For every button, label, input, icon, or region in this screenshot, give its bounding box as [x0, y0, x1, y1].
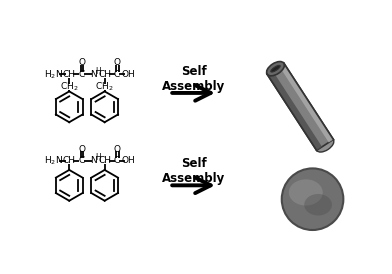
- Text: O: O: [78, 58, 85, 67]
- Ellipse shape: [282, 169, 343, 230]
- Text: C: C: [114, 70, 120, 79]
- Text: CH: CH: [63, 156, 76, 165]
- Polygon shape: [267, 63, 333, 150]
- Ellipse shape: [271, 65, 280, 72]
- Text: H: H: [95, 153, 101, 162]
- Text: O: O: [113, 145, 120, 154]
- Text: Self
Assembly: Self Assembly: [162, 158, 225, 185]
- Text: O: O: [113, 58, 120, 67]
- Text: O: O: [78, 145, 85, 154]
- Text: C: C: [78, 70, 85, 79]
- Text: C: C: [114, 156, 120, 165]
- Text: OH: OH: [122, 70, 135, 79]
- Ellipse shape: [316, 138, 334, 152]
- Text: CH$_2$: CH$_2$: [95, 81, 114, 93]
- Text: OH: OH: [122, 156, 135, 165]
- Text: H$_2$N: H$_2$N: [44, 68, 64, 81]
- Text: C: C: [78, 156, 85, 165]
- Text: H: H: [95, 67, 101, 76]
- Polygon shape: [279, 63, 333, 142]
- Text: CH: CH: [98, 70, 111, 79]
- Text: N: N: [91, 70, 97, 79]
- Text: N: N: [91, 156, 97, 165]
- Polygon shape: [267, 71, 322, 150]
- Text: CH$_2$: CH$_2$: [60, 81, 78, 93]
- Text: CH: CH: [98, 156, 111, 165]
- Ellipse shape: [289, 179, 323, 206]
- Ellipse shape: [267, 62, 285, 76]
- Text: H$_2$N: H$_2$N: [44, 155, 64, 167]
- Ellipse shape: [304, 194, 332, 216]
- Text: Self
Assembly: Self Assembly: [162, 65, 225, 93]
- Text: CH: CH: [63, 70, 76, 79]
